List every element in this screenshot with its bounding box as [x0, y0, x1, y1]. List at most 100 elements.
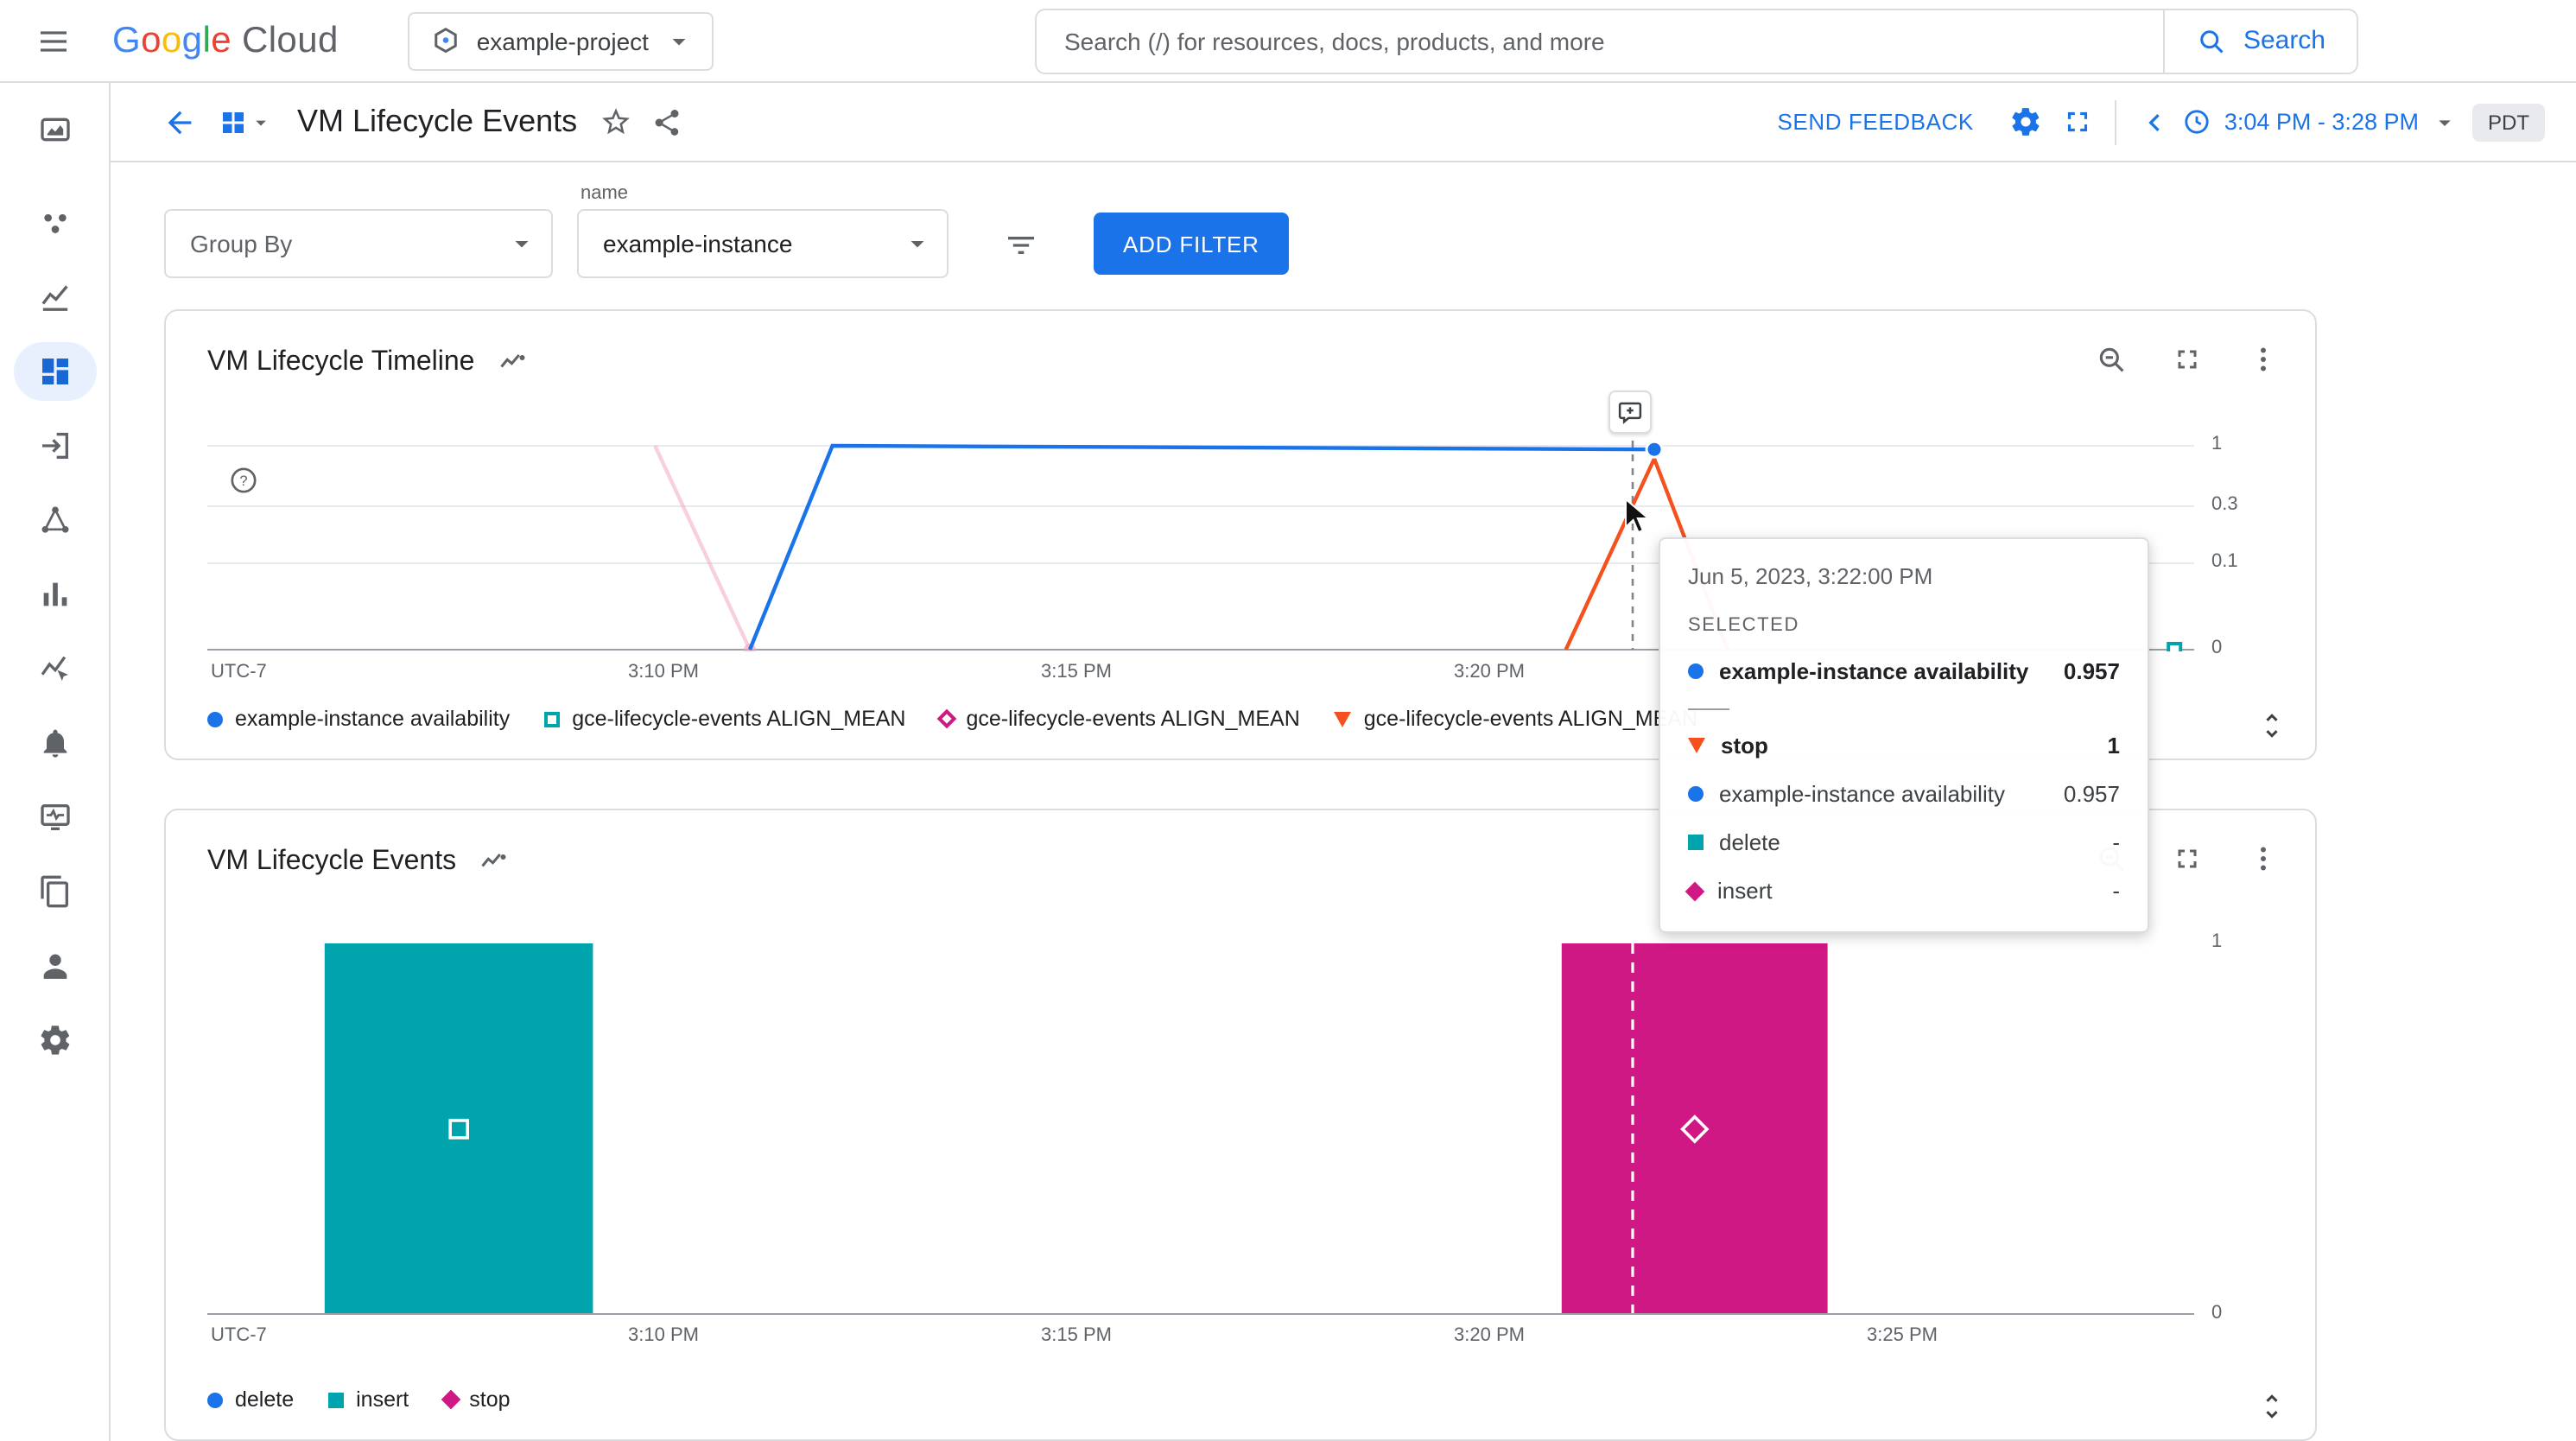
back-icon[interactable]: [149, 91, 211, 153]
sidebar-item-uptime-checks[interactable]: [13, 788, 96, 847]
tooltip-row: example-instance availability 0.957: [1688, 658, 2120, 684]
sidebar-item-groups[interactable]: [13, 194, 96, 252]
search-button-label: Search: [2243, 26, 2325, 55]
y-axis-tick: 1: [2211, 434, 2223, 454]
x-axis-tick: 3:20 PM: [1454, 1325, 1525, 1346]
triangle-down-marker: [1334, 711, 1352, 727]
events-chart-svg[interactable]: [207, 943, 2194, 1315]
tooltip-row: example-instance availability 0.957: [1688, 781, 2120, 807]
monitoring-sidebar: [0, 83, 111, 1441]
expand-legend-icon[interactable]: [2256, 1391, 2287, 1422]
events-plot-area[interactable]: [207, 943, 2194, 1315]
fullsc reen-icon[interactable]: [2163, 835, 2211, 883]
square-marker: [1688, 835, 1704, 850]
filter-list-icon[interactable]: [1004, 228, 1038, 263]
sidebar-item-services[interactable]: [13, 491, 96, 549]
settings-gear-icon[interactable]: [2002, 98, 2050, 146]
tooltip-series-value: -: [2112, 829, 2120, 855]
monitoring-overview-icon: [37, 112, 72, 147]
help-icon[interactable]: ?: [228, 465, 259, 496]
fullscreen-icon[interactable]: [2163, 335, 2211, 384]
sidebar-item-dashboards[interactable]: [13, 342, 96, 401]
fullscreen-icon[interactable]: [2053, 98, 2102, 146]
sidebar-item-metrics[interactable]: [13, 565, 96, 624]
legend-item[interactable]: insert: [328, 1387, 409, 1412]
square-outline-marker: [544, 711, 561, 727]
dashboard-grid-icon[interactable]: [214, 103, 276, 141]
global-search: Search: [1035, 8, 2358, 73]
search-button[interactable]: Search: [2163, 10, 2357, 72]
main-menu-icon[interactable]: [22, 10, 85, 72]
share-icon[interactable]: [643, 98, 691, 146]
sidebar-item-permissions[interactable]: [13, 936, 96, 995]
tooltip-series-label: insert: [1717, 878, 1773, 904]
search-icon: [2201, 29, 2224, 53]
more-options-icon[interactable]: [2239, 335, 2287, 384]
caret-down-icon: [256, 119, 266, 125]
tooltip-series-label: example-instance availability: [1719, 658, 2029, 684]
sidebar-item-integrations[interactable]: [13, 416, 96, 475]
permissions-icon: [37, 949, 72, 983]
tooltip-series-value: 0.957: [2063, 658, 2120, 684]
more-options-icon[interactable]: [2239, 835, 2287, 883]
circle-marker: [207, 711, 223, 727]
y-axis-tick: 0: [2211, 1303, 2223, 1324]
legend-item[interactable]: gce-lifecycle-events ALIGN_MEAN: [937, 707, 1300, 731]
group-by-select[interactable]: Group By: [164, 209, 553, 278]
add-filter-button[interactable]: ADD FILTER: [1094, 213, 1289, 275]
legend-label: gce-lifecycle-events ALIGN_MEAN: [1363, 707, 1698, 731]
anomaly-detection-icon: [37, 651, 72, 686]
project-name: example-project: [476, 27, 649, 54]
star-icon[interactable]: [591, 98, 639, 146]
uptime-checks-icon: [37, 800, 72, 835]
tooltip-series-value: -: [2112, 878, 2120, 904]
legend-item[interactable]: delete: [207, 1387, 294, 1412]
name-filter-select[interactable]: example-instance: [577, 209, 949, 278]
legend-item[interactable]: gce-lifecycle-events ALIGN_MEAN: [1334, 707, 1698, 731]
time-range-selector[interactable]: 3:04 PM - 3:28 PM: [2183, 107, 2459, 136]
alerting-icon: [37, 726, 72, 760]
sidebar-item-alerting[interactable]: [13, 714, 96, 772]
caret-down-icon: [2439, 119, 2451, 125]
search-input[interactable]: [1037, 10, 2164, 72]
tooltip-selected-label: SELECTED: [1688, 615, 1799, 636]
sidebar-item-settings[interactable]: [13, 1011, 96, 1070]
legend-item[interactable]: gce-lifecycle-events ALIGN_MEAN: [544, 707, 906, 731]
timeline-card-header: VM Lifecycle Timeline: [166, 311, 2315, 384]
circle-marker: [207, 1392, 223, 1407]
legend-item[interactable]: example-instance availability: [207, 707, 510, 731]
y-axis-tick: 0.3: [2211, 494, 2238, 515]
x-axis-tick: 3:25 PM: [1867, 1325, 1938, 1346]
tooltip-row: insert -: [1685, 878, 2120, 904]
legend-item[interactable]: stop: [440, 1387, 511, 1412]
x-axis-tick: 3:10 PM: [628, 662, 699, 682]
events-x-axis: UTC-7 3:10 PM 3:15 PM 3:20 PM 3:25 PM: [207, 1325, 2194, 1349]
copies-icon: [37, 874, 72, 909]
legend-label: gce-lifecycle-events ALIGN_MEAN: [966, 707, 1300, 731]
x-axis-tick: 3:15 PM: [1041, 1325, 1112, 1346]
time-range-value: 3:04 PM - 3:28 PM: [2224, 109, 2419, 135]
add-annotation-icon[interactable]: [1608, 390, 1652, 434]
sidebar-item-copies[interactable]: [13, 862, 96, 921]
services-icon: [37, 503, 72, 537]
expand-legend-icon[interactable]: [2256, 710, 2287, 741]
sidebar-item-monitoring-overview[interactable]: [13, 100, 96, 159]
project-selector[interactable]: example-project: [407, 11, 714, 70]
tooltip-series-label: example-instance availability: [1719, 781, 2005, 807]
dashboard-content: Group By name example-instance ADD FILTE…: [111, 162, 2576, 1441]
triangle-down-marker: [1688, 738, 1705, 753]
x-axis-timezone: UTC-7: [211, 662, 267, 682]
x-axis-timezone: UTC-7: [211, 1325, 267, 1346]
sidebar-item-anomaly-detection[interactable]: [13, 639, 96, 698]
sidebar-item-metrics-explorer[interactable]: [13, 268, 96, 327]
zoom-out-icon[interactable]: [2087, 335, 2135, 384]
integrations-icon: [37, 428, 72, 463]
timeseries-icon: [479, 847, 510, 878]
chevron-left-icon[interactable]: [2131, 98, 2179, 146]
tooltip-series-label: stop: [1721, 733, 1768, 759]
send-feedback-button[interactable]: SEND FEEDBACK: [1777, 109, 1974, 135]
y-axis-tick: 1: [2211, 931, 2223, 952]
